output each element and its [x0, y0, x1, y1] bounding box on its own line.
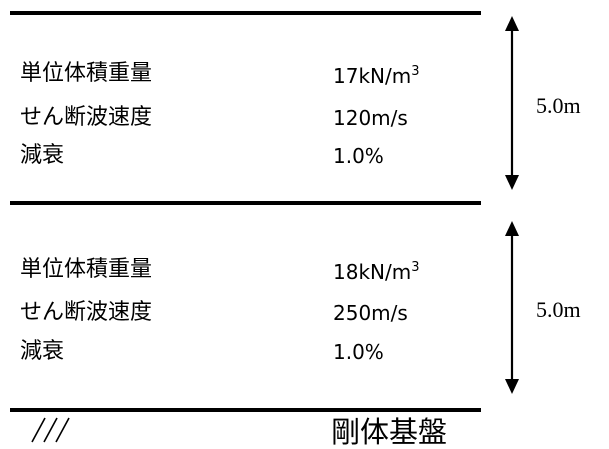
layer-1-unit-weight-value: 17kN/m3 [333, 64, 420, 88]
layer-1-unit-weight-label: 単位体積重量 [20, 61, 153, 86]
layer-1-unit-weight-exponent: 3 [411, 64, 420, 79]
layer-2-thickness-arrow [505, 221, 519, 394]
layer-2-unit-weight-value: 18kN/m3 [333, 260, 420, 284]
ground-hatch-icon [31, 417, 70, 443]
ground-surface-line [10, 11, 481, 15]
layer-1-damping-value: 1.0% [333, 144, 384, 168]
layer-1-thickness-label: 5.0m [536, 93, 581, 118]
layer-2-shear-wave-value: 250m/s [333, 301, 408, 325]
layer-2-shear-wave-label: せん断波速度 [20, 300, 153, 325]
layer-2-unit-weight-number: 18kN/m [333, 260, 412, 284]
layer-1-unit-weight-number: 17kN/m [333, 64, 412, 88]
layer-2-thickness-label: 5.0m [536, 297, 581, 322]
layer-1-damping-label: 減衰 [20, 143, 65, 168]
layer-2-damping-value: 1.0% [333, 340, 384, 364]
layer-1-thickness-arrow [505, 16, 519, 190]
layer-boundary-line [10, 201, 481, 205]
bedrock-label: 剛体基盤 [331, 415, 448, 449]
layer-1-shear-wave-value: 120m/s [333, 106, 408, 130]
layer-2-damping-label: 減衰 [20, 339, 65, 364]
layer-2-unit-weight-label: 単位体積重量 [20, 257, 153, 282]
layer-1-shear-wave-label: せん断波速度 [20, 105, 153, 130]
layer-2-unit-weight-exponent: 3 [411, 260, 420, 275]
bedrock-boundary-line [10, 408, 481, 412]
